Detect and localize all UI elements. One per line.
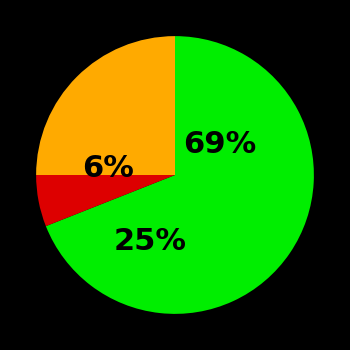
Wedge shape [46,36,314,314]
Wedge shape [36,36,175,175]
Wedge shape [36,175,175,226]
Text: 25%: 25% [113,227,187,256]
Text: 6%: 6% [82,154,134,183]
Text: 69%: 69% [183,130,256,159]
